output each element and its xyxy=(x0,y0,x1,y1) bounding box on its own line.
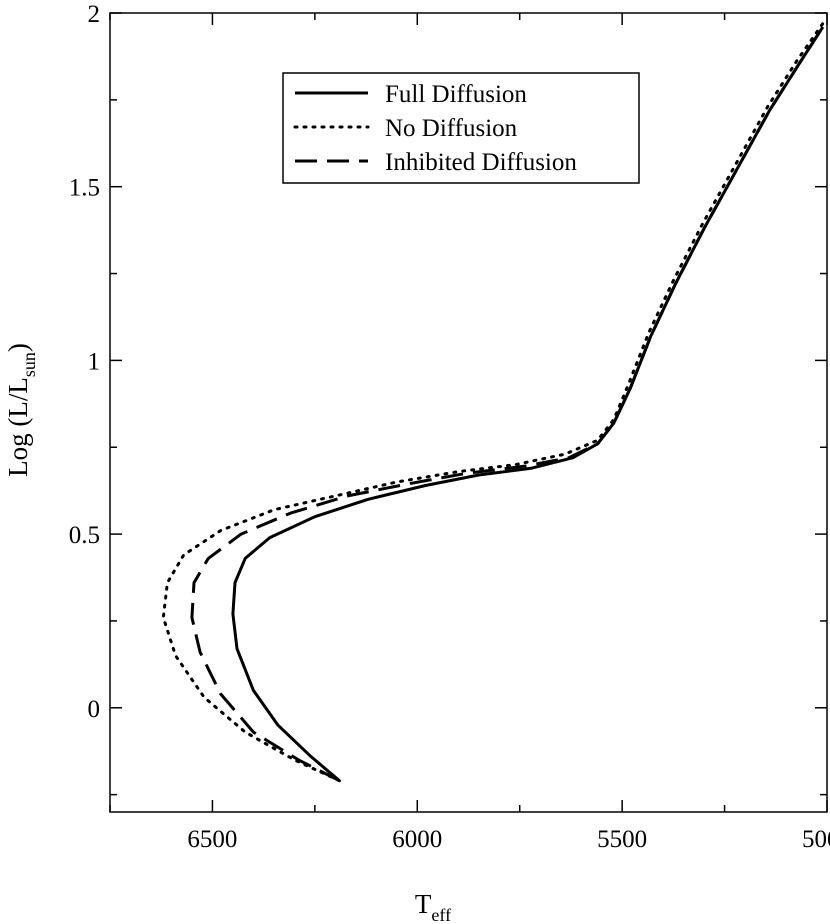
series-line-inhibited-diffusion xyxy=(190,26,825,783)
x-axis-title: Teff xyxy=(415,889,451,924)
y-tick-label: 0.5 xyxy=(69,522,100,549)
series-group xyxy=(161,21,825,783)
y-tick-label: 1.5 xyxy=(69,175,100,202)
series-line-no-diffusion xyxy=(161,21,825,783)
y-tick-label: 1 xyxy=(88,348,101,375)
x-tick-label: 6500 xyxy=(187,826,237,853)
plot-frame xyxy=(109,12,828,813)
y-tick-label: 2 xyxy=(88,1,101,28)
y-tick-label: 0 xyxy=(88,696,101,723)
legend-label-full-diffusion: Full Diffusion xyxy=(385,81,527,108)
y-axis-title: Log (L/Lsun) xyxy=(3,343,39,477)
legend-label-no-diffusion: No Diffusion xyxy=(385,115,518,142)
x-tick-label: 6000 xyxy=(392,826,442,853)
x-tick-label: 5500 xyxy=(597,826,647,853)
legend: Full Diffusion No Diffusion Inhibited Diff… xyxy=(282,72,640,184)
legend-label-inhibited-diffusion: Inhibited Diffusion xyxy=(385,149,577,176)
